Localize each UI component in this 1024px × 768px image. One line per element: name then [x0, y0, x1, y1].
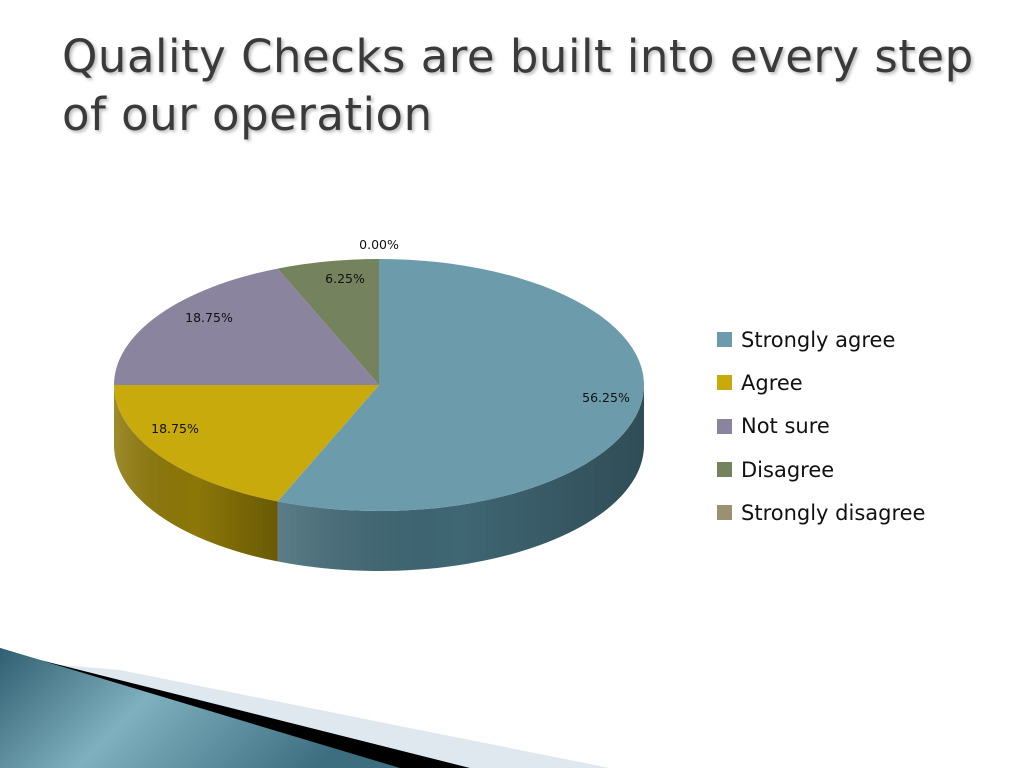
pie-tops [114, 259, 644, 511]
legend-swatch [717, 462, 732, 478]
legend-swatch [717, 375, 732, 391]
pie-slice-agree [114, 385, 379, 502]
legend-swatch [717, 332, 732, 348]
pie-side-shade-strongly-agree [277, 385, 644, 571]
legend-item-disagree: Disagree [717, 448, 925, 491]
legend-label: Strongly agree [741, 327, 896, 352]
data-label-strongly-disagree: 0.00% [359, 237, 399, 252]
pie-slice-not-sure [114, 268, 379, 385]
pie-slice-strongly-agree [277, 259, 644, 511]
legend-label: Strongly disagree [741, 500, 926, 525]
legend-label: Not sure [741, 414, 830, 439]
legend-label: Agree [741, 370, 803, 395]
legend-label: Disagree [741, 457, 835, 482]
legend-item-strongly-agree: Strongly agree [717, 318, 925, 361]
pie-side-shade-agree [114, 385, 278, 562]
pie-slice-disagree [277, 259, 379, 385]
legend-swatch [717, 418, 732, 434]
data-label-disagree: 6.25% [325, 271, 365, 286]
legend-swatch [717, 505, 732, 521]
slide-title: Quality Checks are built into every step… [62, 30, 974, 141]
data-label-strongly-agree: 56.25% [582, 390, 630, 405]
decorative-swoosh [0, 648, 610, 768]
chart-legend: Strongly agree Agree Not sure Disagree Stron… [717, 318, 925, 534]
pie-labels: 56.25% 18.75% 18.75% 6.25% 0.00% [151, 237, 630, 436]
pie-sides [114, 385, 644, 571]
legend-item-strongly-disagree: Strongly disagree [717, 491, 925, 534]
legend-item-agree: Agree [717, 361, 925, 404]
data-label-not-sure: 18.75% [185, 310, 233, 325]
legend-item-not-sure: Not sure [717, 405, 925, 448]
data-label-agree: 18.75% [151, 421, 199, 436]
